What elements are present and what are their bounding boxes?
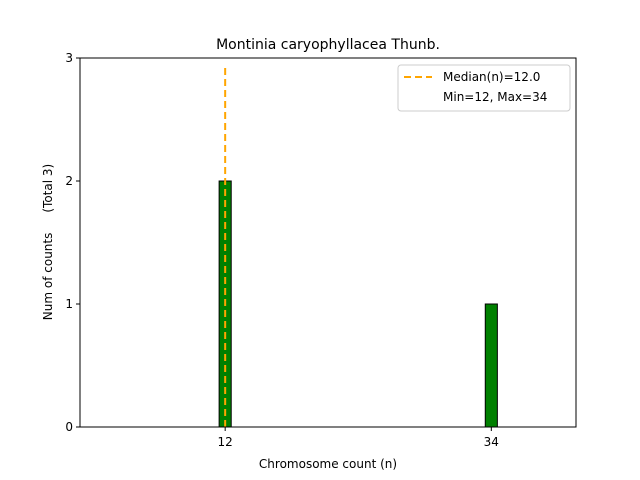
y-tick-label-2: 2 bbox=[65, 174, 73, 188]
plot-frame bbox=[79, 57, 577, 428]
legend-box bbox=[397, 64, 571, 112]
legend: Median(n)=12.0 Min=12, Max=34 bbox=[397, 64, 571, 112]
chart-title: Montinia caryophyllacea Thunb. bbox=[216, 37, 440, 53]
y-tick-label-3: 3 bbox=[65, 51, 73, 65]
y-axis-title-group: Num of counts (Total 3) bbox=[41, 164, 55, 320]
legend-entry-median: Median(n)=12.0 bbox=[443, 70, 540, 84]
x-tick-label-34: 34 bbox=[484, 435, 499, 449]
bars bbox=[218, 180, 538, 428]
y-axis-title-note: (Total 3) bbox=[41, 164, 55, 213]
y-axis-title-main: Num of counts bbox=[41, 233, 55, 321]
y-ticks: 0 1 2 3 bbox=[65, 51, 80, 434]
y-tick-label-1: 1 bbox=[65, 297, 73, 311]
y-axis-title: Num of counts (Total 3) bbox=[41, 164, 55, 320]
x-tick-label-12: 12 bbox=[218, 435, 233, 449]
x-axis-title: Chromosome count (n) bbox=[259, 457, 397, 471]
legend-entry-minmax: Min=12, Max=34 bbox=[443, 90, 547, 104]
x-ticks: 12 34 bbox=[218, 427, 499, 449]
bar-34 bbox=[484, 303, 498, 428]
y-tick-label-0: 0 bbox=[65, 420, 73, 434]
